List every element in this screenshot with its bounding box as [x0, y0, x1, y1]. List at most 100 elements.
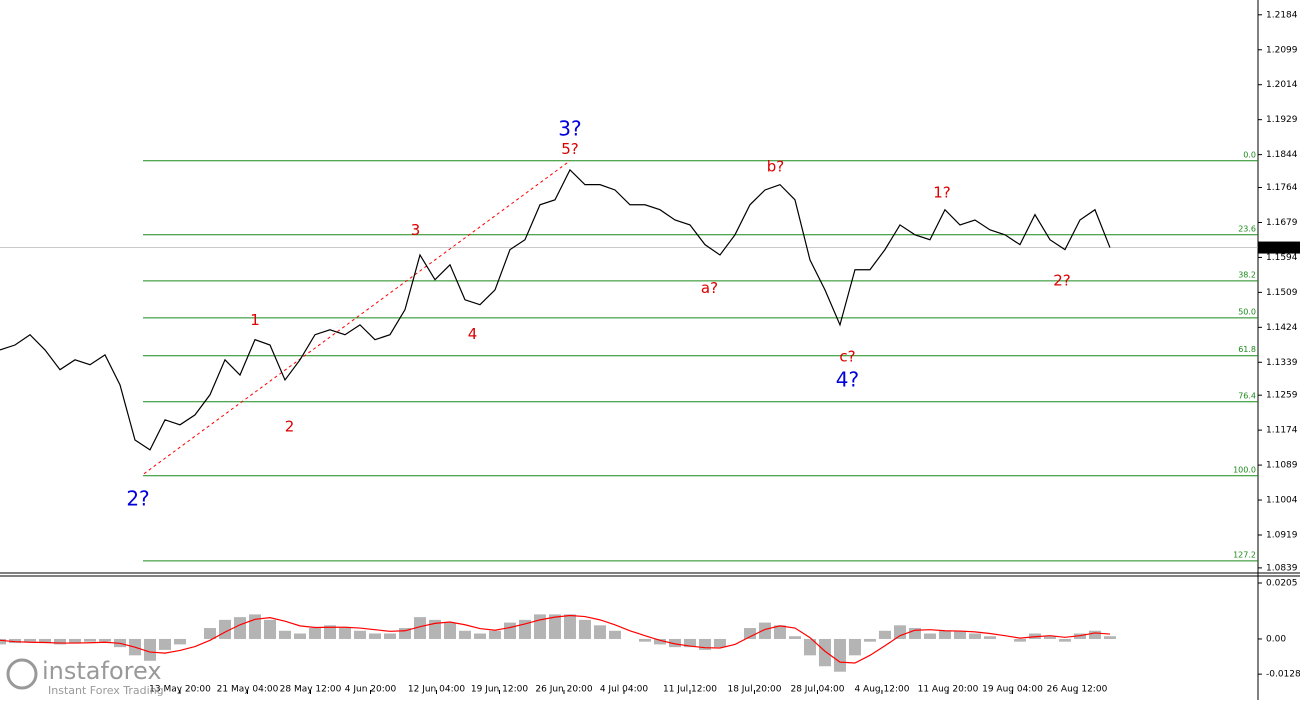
histogram-bar [653, 638, 666, 645]
histogram-bar [143, 638, 156, 661]
histogram-bar [203, 628, 216, 639]
wave-label: 4? [836, 367, 859, 391]
histogram-bar [263, 619, 276, 639]
x-tick-label: 12 Jun 04:00 [408, 685, 465, 695]
wave-label: 2? [126, 487, 149, 511]
indicator-tick-label: 0.00 [1266, 634, 1286, 644]
histogram-bar [38, 638, 51, 644]
x-tick-label: 4 Aug 12:00 [854, 685, 909, 695]
histogram-bar [1043, 636, 1056, 639]
histogram-bar [863, 638, 876, 642]
wave-label: 4 [468, 325, 478, 343]
histogram-bar [683, 638, 696, 648]
fib-label: 38.2 [1238, 270, 1256, 279]
y-tick-label: 1.2014 [1266, 80, 1298, 90]
y-tick-label: 1.1594 [1266, 253, 1298, 263]
y-tick-label: 1.1424 [1266, 323, 1298, 333]
wave-label: 3 [411, 221, 421, 239]
fib-label: 23.6 [1238, 224, 1256, 233]
x-tick-label: 28 May 12:00 [280, 685, 342, 695]
x-tick-label: 4 Jul 04:00 [600, 685, 649, 695]
y-tick-label: 1.1339 [1266, 358, 1298, 368]
x-tick-label: 26 Aug 12:00 [1047, 685, 1108, 695]
histogram-bar [173, 638, 186, 645]
histogram-bar [398, 628, 411, 639]
x-tick-label: 26 Jun 20:00 [535, 685, 592, 695]
logo-icon [6, 658, 38, 690]
histogram-bar [548, 614, 561, 639]
histogram-bar [233, 617, 246, 639]
logo-text: instaforex [42, 657, 162, 685]
histogram-bar [1103, 636, 1116, 639]
y-tick-label: 1.1509 [1266, 288, 1298, 298]
wave-label: 2 [285, 417, 295, 435]
histogram-bar [158, 638, 171, 650]
histogram-bar [473, 633, 486, 639]
x-tick-label: 4 Jun 20:00 [345, 685, 397, 695]
y-tick-label: 1.1929 [1266, 115, 1298, 125]
fib-label: 100.0 [1233, 465, 1256, 474]
x-tick-label: 11 Jul 12:00 [663, 685, 717, 695]
wave-label: b? [767, 157, 784, 175]
fib-label: 61.8 [1238, 345, 1256, 354]
fib-label: 76.4 [1238, 391, 1256, 400]
histogram-bar [278, 630, 291, 639]
trend-line [143, 160, 571, 475]
histogram-bar [743, 628, 756, 639]
histogram-bar [53, 638, 66, 645]
histogram-bar [668, 638, 681, 648]
histogram-bar [923, 633, 936, 639]
histogram-bar [563, 614, 576, 639]
histogram-bar [983, 636, 996, 639]
y-tick-label: 1.1004 [1266, 496, 1298, 506]
wave-label: 1 [250, 311, 260, 329]
price-line [0, 168, 1111, 451]
histogram-bar [593, 625, 606, 639]
histogram-bar [968, 633, 981, 639]
histogram-bar [323, 625, 336, 639]
histogram-bar [878, 630, 891, 639]
histogram-bar [488, 630, 501, 639]
current-price-box [1258, 241, 1300, 254]
x-tick-label: 18 Jul 20:00 [727, 685, 781, 695]
histogram-bar [893, 625, 906, 639]
histogram-bar [758, 622, 771, 639]
x-tick-label: 11 Aug 20:00 [918, 685, 979, 695]
wave-label: a? [701, 279, 718, 297]
histogram-bar [98, 638, 111, 642]
histogram-bar [338, 628, 351, 639]
y-tick-label: 1.2184 [1266, 10, 1298, 20]
histogram-bar [848, 638, 861, 656]
histogram-bar [833, 638, 846, 672]
histogram-bar [1058, 638, 1071, 642]
histogram-bar [638, 638, 651, 642]
x-tick-label: 19 Aug 04:00 [982, 685, 1043, 695]
x-tick-label: 13 May 20:00 [149, 685, 211, 695]
y-tick-label: 1.1259 [1266, 391, 1298, 401]
histogram-bar [908, 628, 921, 639]
histogram-bar [713, 638, 726, 648]
indicator-tick-label: 0.0205 [1266, 579, 1298, 589]
histogram-bar [83, 638, 96, 642]
histogram-bar [0, 638, 6, 645]
y-tick-label: 1.1844 [1266, 150, 1298, 160]
histogram-bar [23, 638, 36, 642]
histogram-bar [368, 633, 381, 639]
histogram-bar [383, 633, 396, 639]
histogram-bar [788, 636, 801, 639]
histogram-bar [803, 638, 816, 656]
histogram-bar [578, 619, 591, 639]
histogram-bar [293, 633, 306, 639]
wave-label: 2? [1053, 271, 1071, 289]
histogram-bar [248, 614, 261, 639]
x-tick-label: 19 Jun 12:00 [471, 685, 528, 695]
logo: instaforex Instant Forex Trading [6, 657, 164, 697]
histogram-bar [533, 614, 546, 639]
histogram-bar [68, 638, 81, 644]
y-tick-label: 1.1764 [1266, 183, 1298, 193]
histogram-bar [458, 630, 471, 639]
fib-label: 50.0 [1238, 307, 1256, 316]
y-tick-label: 1.0919 [1266, 530, 1298, 540]
